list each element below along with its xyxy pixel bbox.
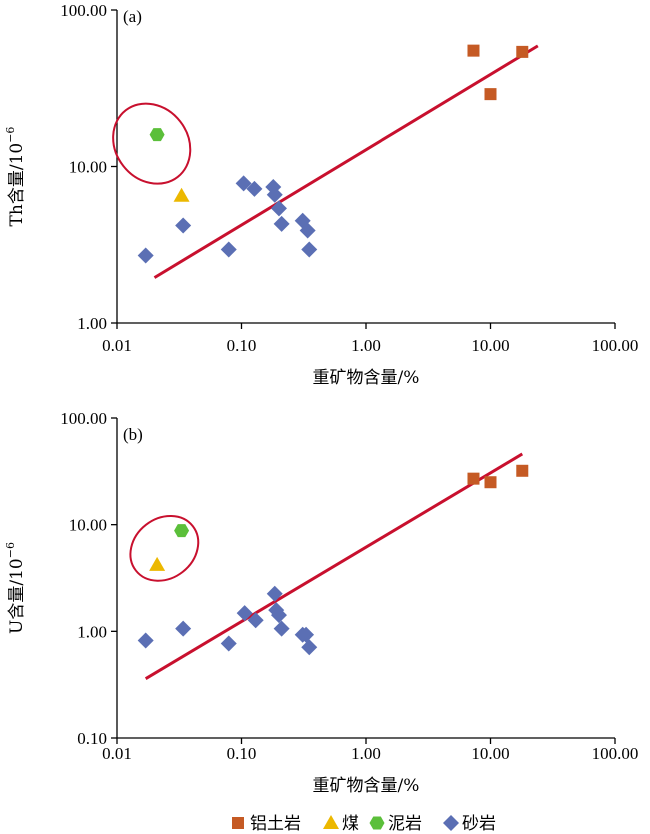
y-tick-label: 1.00: [77, 314, 107, 333]
data-point-diamond: [270, 607, 287, 624]
data-point-diamond: [137, 632, 154, 649]
x-tick-label: 0.01: [102, 744, 132, 763]
data-point-diamond: [220, 241, 237, 258]
legend-marker-triangle: [323, 815, 339, 829]
data-point-diamond: [270, 200, 287, 217]
y-axis-label-superscript: −6: [4, 542, 17, 558]
data-point-triangle: [149, 556, 166, 571]
panel-b-chart: 0.01 0.10 1.00 10.00 100.000.101.0010.00100.…: [4, 409, 638, 796]
x-tick-label: 1.00: [351, 336, 381, 355]
data-point-diamond: [301, 241, 318, 258]
data-point-diamond: [301, 639, 318, 656]
panel-label: (b): [123, 425, 143, 444]
legend-marker-diamond: [443, 815, 459, 831]
y-axis-label-text: U含量/10: [7, 558, 27, 634]
y-tick-label: 10.00: [69, 158, 107, 177]
data-point-square: [484, 88, 497, 101]
y-axis-label: Th含量/10−6: [4, 127, 27, 227]
legend-label: 砂岩: [462, 814, 496, 834]
data-point-diamond: [137, 247, 154, 264]
panel-a-chart: 0.01 0.10 1.00 10.00 100.00 1.00 10.00 100.00 重矿…: [4, 1, 638, 388]
legend-marker-square: [232, 817, 244, 829]
data-point-diamond: [235, 175, 252, 192]
data-point-square: [484, 476, 497, 489]
legend-marker-hexagon: [369, 816, 385, 830]
highlight-ellipse: [112, 102, 192, 185]
x-tick-label: 100.00: [592, 336, 639, 355]
data-point-diamond: [298, 626, 315, 643]
data-point-square: [516, 464, 529, 477]
data-point-diamond: [247, 612, 264, 629]
x-tick-label: 100.00: [592, 744, 639, 763]
legend-label: 泥岩: [388, 814, 422, 834]
x-tick-label: 10.00: [471, 336, 509, 355]
y-axis-label-text: Th含量/10: [7, 143, 27, 227]
data-point-diamond: [266, 186, 283, 203]
highlight-ellipse: [129, 514, 200, 582]
y-tick-label: 100.00: [60, 409, 107, 428]
x-axis-label: 重矿物含量/%: [313, 776, 420, 796]
data-point-hexagon: [149, 128, 165, 142]
x-tick-label: 0.01: [102, 336, 132, 355]
y-tick-label: 1.00: [77, 622, 107, 641]
data-point-diamond: [175, 620, 192, 637]
y-axis-label-superscript: −6: [4, 127, 17, 143]
data-point-diamond: [273, 620, 290, 637]
data-point-diamond: [266, 585, 283, 602]
data-point-diamond: [175, 217, 192, 234]
x-tick-label: 0.10: [227, 336, 257, 355]
x-axis-label: 重矿物含量/%: [313, 368, 420, 388]
data-point-square: [467, 472, 480, 485]
y-tick-label: 100.00: [60, 1, 107, 20]
legend-label: 铝土岩: [250, 814, 301, 834]
data-point-diamond: [273, 215, 290, 232]
data-point-triangle: [173, 187, 190, 202]
data-point-diamond: [299, 222, 316, 239]
panel-label: (a): [123, 7, 142, 26]
x-tick-label: 0.10: [227, 744, 257, 763]
y-axis-label: U含量/10−6: [4, 542, 27, 634]
data-point-diamond: [236, 605, 253, 622]
data-point-square: [467, 44, 480, 57]
fit-line: [144, 452, 524, 680]
x-tick-label: 10.00: [471, 744, 509, 763]
legend-label: 煤: [342, 814, 359, 834]
data-point-diamond: [246, 180, 263, 197]
fit-line: [153, 44, 539, 279]
x-tick-label: 1.00: [351, 744, 381, 763]
y-tick-label: 10.00: [69, 516, 107, 535]
data-point-hexagon: [174, 524, 190, 538]
y-tick-label: 0.10: [77, 729, 107, 748]
data-point-square: [516, 45, 529, 58]
legend: 铝土岩 煤 泥岩 砂岩: [232, 814, 496, 834]
data-point-diamond: [220, 635, 237, 652]
